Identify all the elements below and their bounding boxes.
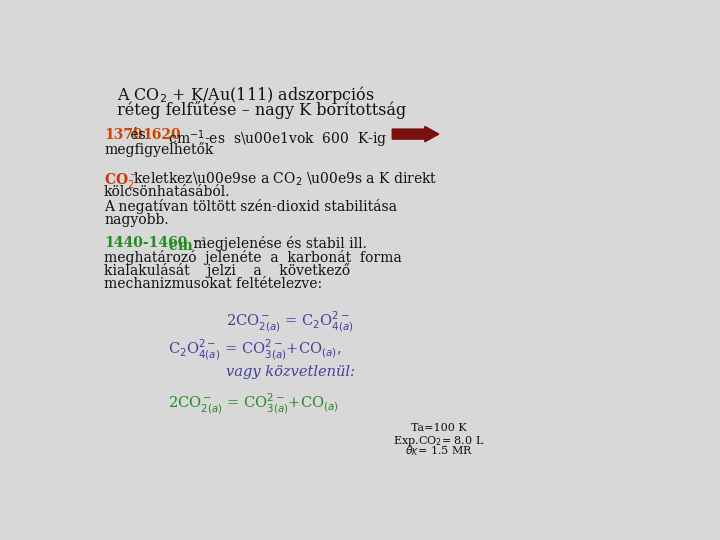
Text: keletkez\u00e9se a CO$_2$ \u00e9s a K direkt: keletkez\u00e9se a CO$_2$ \u00e9s a K di… bbox=[129, 171, 437, 188]
Text: A negatívan töltött szén-dioxid stabilitása: A negatívan töltött szén-dioxid stabilit… bbox=[104, 199, 397, 214]
Text: nagyobb.: nagyobb. bbox=[104, 213, 168, 227]
Text: réteg felfűtése – nagy K borítottság: réteg felfűtése – nagy K borítottság bbox=[117, 101, 406, 119]
Text: és: és bbox=[126, 128, 150, 142]
Text: meghatározó  jelenéte  a  karbonát  forma: meghatározó jelenéte a karbonát forma bbox=[104, 249, 402, 265]
Text: kialakulását    jelzi    a    következő: kialakulását jelzi a következő bbox=[104, 264, 350, 279]
Text: cm$^{-1}$-es  s\u00e1vok  600  K-ig: cm$^{-1}$-es s\u00e1vok 600 K-ig bbox=[164, 128, 387, 150]
Text: megfigyelhetők: megfigyelhetők bbox=[104, 142, 213, 157]
FancyArrow shape bbox=[392, 126, 438, 142]
Text: megjelenése és stabil ill.: megjelenése és stabil ill. bbox=[189, 236, 367, 251]
Text: CO$_2^-$: CO$_2^-$ bbox=[104, 171, 138, 190]
Text: Ta=100 K: Ta=100 K bbox=[411, 423, 467, 433]
Text: 1370: 1370 bbox=[104, 128, 143, 142]
Text: 2CO$_{2(a)}^-$ = C$_2$O$_{4(a)}^{2-}$: 2CO$_{2(a)}^-$ = C$_2$O$_{4(a)}^{2-}$ bbox=[225, 309, 354, 334]
Text: C$_2$O$_{4(a)}^{2-}$ = CO$_{3(a)}^{2-}$+CO$_{(a)}$,: C$_2$O$_{4(a)}^{2-}$ = CO$_{3(a)}^{2-}$+… bbox=[168, 338, 341, 362]
Text: vagy közvetlenül:: vagy közvetlenül: bbox=[225, 365, 354, 379]
Text: kölcsönhatásából.: kölcsönhatásából. bbox=[104, 185, 230, 199]
Text: A CO$_2$ + K/Au(111) adszorpciós: A CO$_2$ + K/Au(111) adszorpciós bbox=[117, 84, 375, 106]
Text: mechanizmusokat feltételezve:: mechanizmusokat feltételezve: bbox=[104, 278, 322, 291]
Text: Exp.CO$_2$= 8.0 L: Exp.CO$_2$= 8.0 L bbox=[393, 434, 485, 448]
Text: cm$^{-1}$: cm$^{-1}$ bbox=[164, 236, 208, 254]
Text: $\theta_K$= 1.5 MR: $\theta_K$= 1.5 MR bbox=[405, 444, 473, 458]
Text: 1440-1460: 1440-1460 bbox=[104, 236, 187, 249]
Text: 2CO$_{2(a)}^-$ = CO$_{3(a)}^{2-}$+CO$_{(a)}$: 2CO$_{2(a)}^-$ = CO$_{3(a)}^{2-}$+CO$_{(… bbox=[168, 392, 338, 416]
Text: 1620: 1620 bbox=[143, 128, 181, 142]
